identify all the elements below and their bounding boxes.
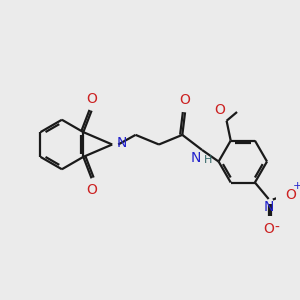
Text: N: N <box>116 136 127 150</box>
Text: N: N <box>190 152 201 165</box>
Text: +: + <box>292 181 300 191</box>
Text: -: - <box>275 221 280 235</box>
Text: O: O <box>286 188 297 202</box>
Text: O: O <box>86 92 97 106</box>
Text: O: O <box>263 222 274 236</box>
Text: O: O <box>214 103 225 117</box>
Text: H: H <box>203 155 212 165</box>
Text: O: O <box>86 183 97 197</box>
Text: N: N <box>263 200 274 214</box>
Text: O: O <box>180 93 190 107</box>
